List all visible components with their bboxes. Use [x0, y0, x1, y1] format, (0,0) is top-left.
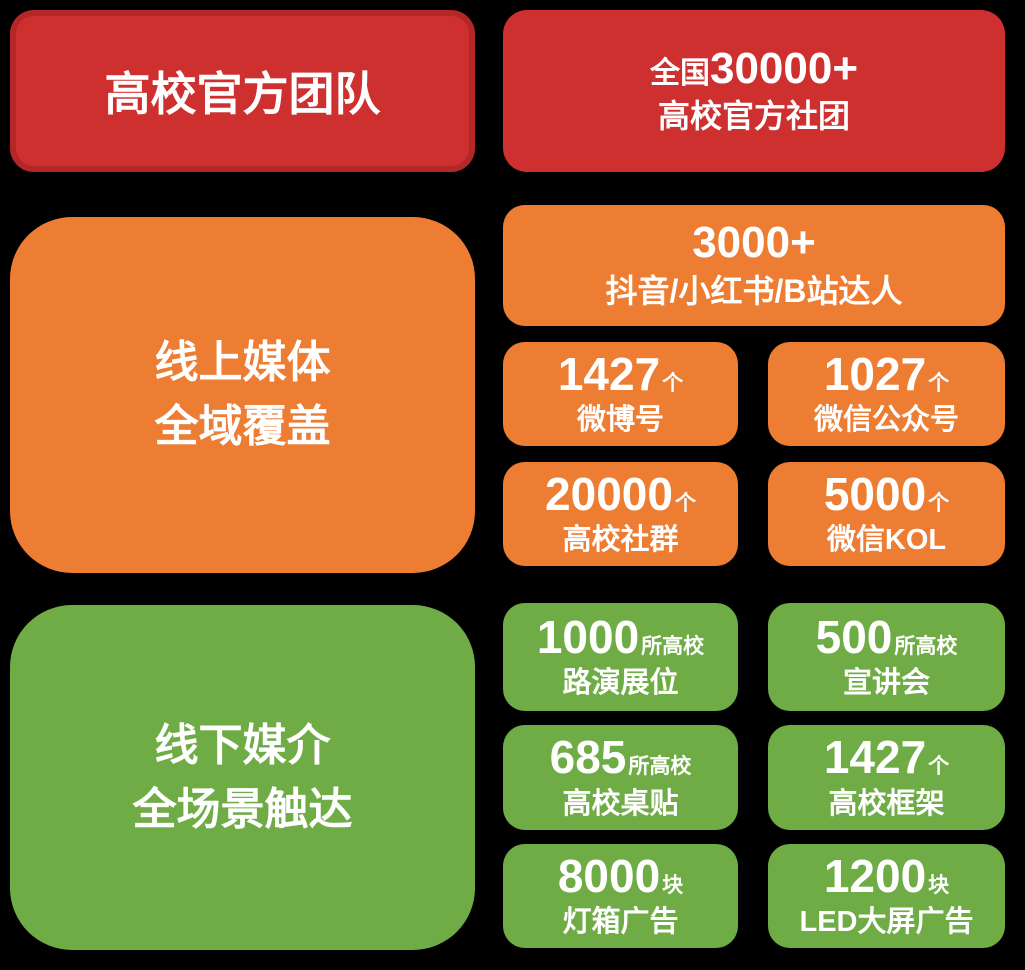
stat-number: 8000 [557, 849, 661, 902]
stat-unit: 所高校 [894, 634, 958, 658]
section-online-media: 线上媒体 全域覆盖 3000+ 抖音/小红书/B站达人 1427个 微博号 10… [10, 205, 1005, 573]
stat-unit: 个 [674, 491, 696, 515]
stat-number: 1000 [536, 610, 640, 663]
offline-title-line1: 线下媒介 [154, 720, 331, 770]
stat-card-campus-frame: 1427个 高校框架 [768, 725, 1005, 830]
online-title-line2: 全域覆盖 [154, 402, 331, 451]
stat-label: 宣讲会 [842, 667, 930, 700]
stat-number: 3000+ [692, 218, 816, 268]
stat-unit: 个 [662, 371, 684, 395]
stat-card-wechat-kol: 5000个 微信KOL [768, 462, 1005, 566]
stat-prefix: 全国 [649, 56, 710, 90]
stat-unit: 所高校 [628, 755, 692, 779]
stat-unit: 个 [928, 371, 950, 395]
stat-label: 高校官方社团 [657, 98, 850, 135]
section-official-team: 高校官方团队 全国30000+ 高校官方社团 [10, 10, 1005, 172]
stat-label: 高校桌贴 [562, 787, 679, 820]
stat-card-wechat-official: 1027个 微信公众号 [768, 342, 1005, 446]
stat-card-presentation: 500所高校 宣讲会 [768, 603, 1005, 711]
stat-number: 30000+ [709, 43, 859, 93]
offline-title-card: 线下媒介 全场景触达 [10, 605, 475, 950]
stat-number: 20000 [545, 467, 673, 520]
stat-card-roadshow: 1000所高校 路演展位 [503, 603, 738, 711]
stat-card-weibo: 1427个 微博号 [503, 342, 738, 446]
stat-card-led-screen-ads: 1200块 LED大屏广告 [768, 844, 1005, 948]
stat-unit: 块 [928, 873, 950, 897]
stat-label: 路演展位 [562, 667, 679, 700]
stat-number: 685 [549, 731, 627, 784]
stat-label: 微信KOL [826, 524, 947, 557]
stat-unit: 所高校 [641, 634, 705, 658]
stat-label: 微信公众号 [813, 404, 959, 437]
stat-card-lightbox-ads: 8000块 灯箱广告 [503, 844, 738, 948]
stat-card-influencers: 3000+ 抖音/小红书/B站达人 [503, 205, 1005, 326]
online-title-line1: 线上媒体 [154, 338, 331, 388]
stat-number: 1027 [823, 347, 927, 400]
stat-card-official-clubs: 全国30000+ 高校官方社团 [503, 10, 1005, 172]
stat-number: 5000 [823, 467, 927, 520]
stat-unit: 个 [928, 491, 950, 515]
stat-number: 500 [815, 610, 893, 663]
section-offline-media: 线下媒介 全场景触达 1000所高校 路演展位 500所高校 宣讲会 685所高… [10, 603, 1005, 950]
stat-number-line: 全国30000+ [649, 43, 859, 93]
stat-label: 抖音/小红书/B站达人 [605, 272, 903, 309]
team-title: 高校官方团队 [104, 68, 381, 120]
team-title-card: 高校官方团队 [10, 10, 475, 172]
online-title-card: 线上媒体 全域覆盖 [10, 217, 475, 573]
stat-number: 1427 [823, 731, 927, 784]
stat-label: LED大屏广告 [799, 906, 974, 939]
stat-label: 微博号 [576, 404, 664, 437]
stat-card-desk-sticker: 685所高校 高校桌贴 [503, 725, 738, 830]
stat-label: 高校框架 [828, 787, 945, 820]
stat-label: 高校社群 [562, 524, 679, 557]
stat-unit: 个 [928, 755, 950, 779]
offline-title-line2: 全场景触达 [132, 784, 353, 834]
stat-number: 1427 [557, 347, 661, 400]
stat-label: 灯箱广告 [562, 906, 679, 939]
stat-number: 1200 [823, 849, 927, 902]
stat-card-campus-community: 20000个 高校社群 [503, 462, 738, 566]
stat-unit: 块 [662, 873, 684, 897]
